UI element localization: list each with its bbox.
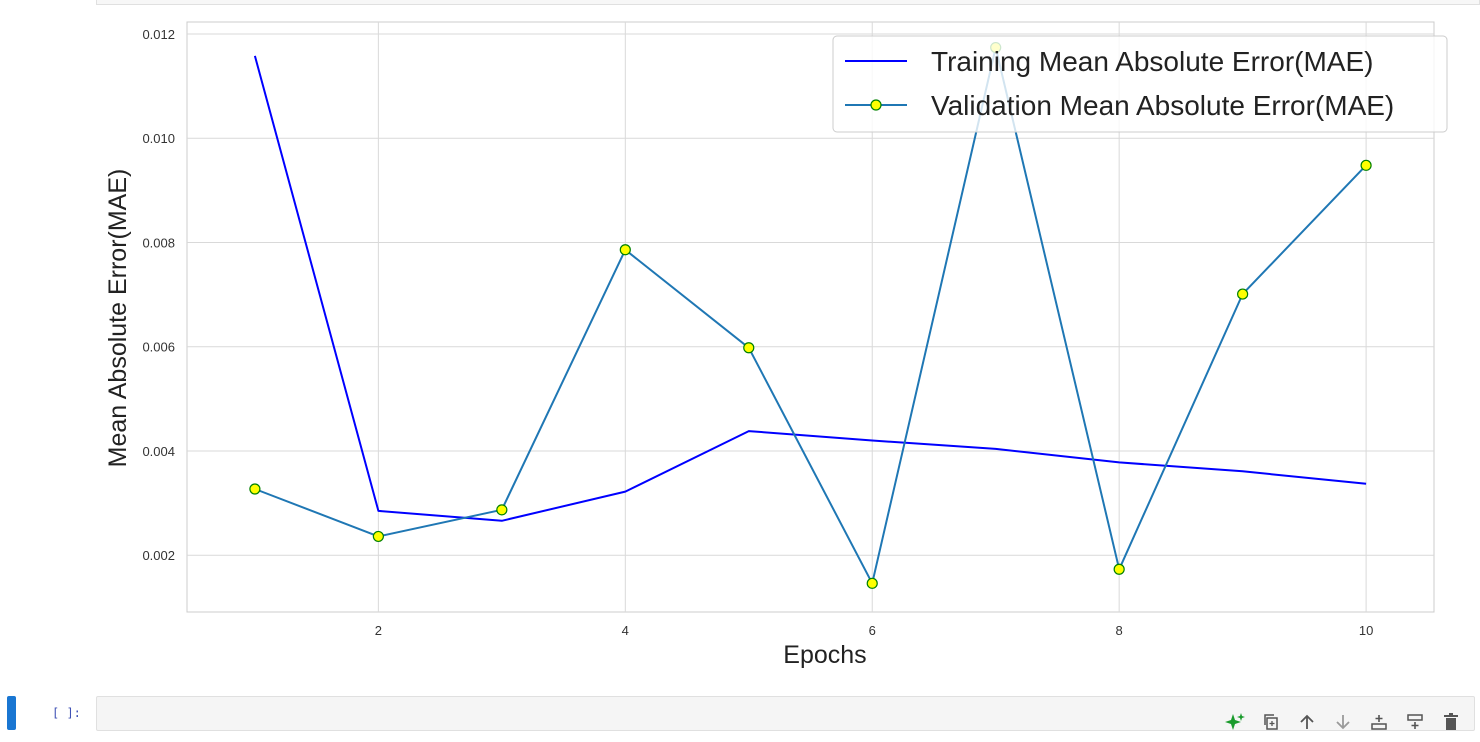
insert-above-button[interactable]	[1368, 711, 1390, 733]
x-tick-label: 6	[869, 623, 876, 638]
x-axis-label: Epochs	[783, 641, 866, 669]
y-tick-labels: 0.002 0.004 0.006 0.008 0.010 0.012	[142, 27, 175, 563]
cell-prompt: [ ]:	[52, 706, 81, 720]
legend-label-validation: Validation Mean Absolute Error(MAE)	[931, 90, 1394, 121]
legend: Training Mean Absolute Error(MAE) Valida…	[832, 35, 1448, 133]
y-tick-label: 0.002	[142, 548, 175, 563]
duplicate-icon	[1264, 714, 1278, 730]
cell-toolbar	[1224, 711, 1462, 733]
duplicate-cell-button[interactable]	[1260, 711, 1282, 733]
legend-label-training: Training Mean Absolute Error(MAE)	[931, 46, 1373, 77]
validation-mae-point	[496, 504, 508, 516]
cell-input-editor[interactable]	[96, 696, 1475, 731]
x-tick-label: 4	[622, 623, 629, 638]
y-tick-label: 0.012	[142, 27, 175, 42]
validation-mae-point	[619, 244, 631, 256]
validation-mae-point	[1360, 159, 1372, 171]
move-down-icon	[1336, 715, 1350, 730]
delete-icon	[1444, 713, 1458, 730]
validation-mae-point	[372, 530, 384, 543]
move-up-icon	[1300, 714, 1314, 729]
sparkle-icon	[1225, 713, 1245, 730]
x-tick-label: 8	[1116, 623, 1123, 638]
series-lines	[253, 46, 1367, 585]
mae-line-chart: 0.002 0.004 0.006 0.008 0.010 0.012 2 4 6 8 10 Ep…	[104, 21, 1448, 669]
y-axis-label: Mean Absolute Error(MAE)	[104, 169, 132, 468]
insert-above-icon	[1371, 715, 1387, 730]
move-up-button[interactable]	[1296, 711, 1318, 733]
y-tick-label: 0.006	[142, 340, 175, 355]
validation-mae-point	[743, 342, 755, 354]
y-tick-label: 0.008	[142, 235, 175, 250]
x-tick-labels: 2 4 6 8 10	[375, 623, 1374, 638]
validation-mae-line	[254, 46, 1367, 585]
validation-mae-point	[1113, 563, 1125, 575]
delete-cell-button[interactable]	[1440, 711, 1462, 733]
validation-mae-point	[1237, 288, 1249, 300]
legend-box	[832, 35, 1448, 133]
code-cell[interactable]: [ ]:	[0, 688, 1480, 732]
insert-below-button[interactable]	[1404, 711, 1426, 733]
move-down-button[interactable]	[1332, 711, 1354, 733]
validation-mae-point	[249, 483, 261, 495]
x-tick-label: 2	[375, 623, 382, 638]
grid-lines	[187, 22, 1434, 612]
insert-below-icon	[1407, 714, 1423, 729]
active-cell-marker	[7, 696, 16, 730]
legend-marker-validation	[870, 99, 882, 111]
y-tick-label: 0.004	[142, 444, 175, 459]
y-tick-label: 0.010	[142, 131, 175, 146]
x-tick-label: 10	[1359, 623, 1373, 638]
validation-mae-point	[866, 577, 878, 589]
training-mae-line	[253, 55, 1367, 522]
generate-code-button[interactable]	[1224, 711, 1246, 733]
